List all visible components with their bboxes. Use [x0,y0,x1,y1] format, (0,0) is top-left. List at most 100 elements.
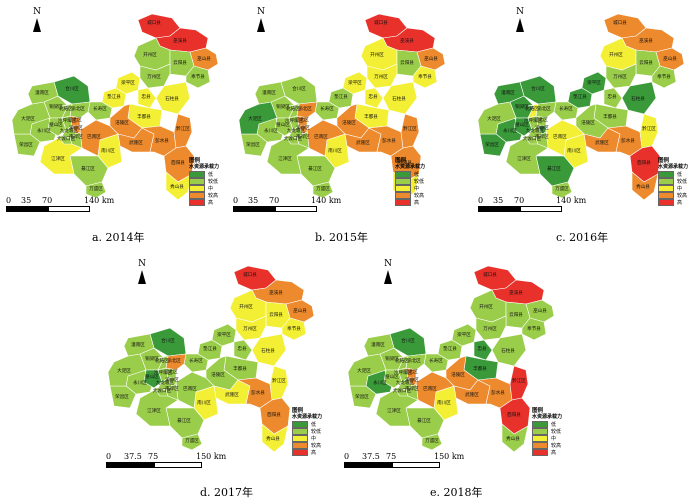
legend-swatch [189,171,205,178]
county-label: 合川区 [531,85,545,92]
legend-swatch [395,171,411,178]
county-label: 石柱县 [392,95,406,102]
county-label: 黔江区 [176,125,190,132]
county-label: 永川区 [264,127,278,134]
legend-swatch [658,199,674,206]
county-label: 丰都县 [364,113,378,120]
county-label: 南岸区 [535,133,549,140]
county-region [57,135,73,145]
legend-swatch [658,178,674,185]
county-label: 渝中区 [535,124,549,131]
county-label: 璧山区 [385,373,399,380]
county-label: 九龙坡区 [287,127,306,134]
county-label: 云阳县 [173,59,187,66]
county-label: 奉节县 [418,73,432,80]
county-region [85,181,107,199]
county-region [535,129,549,149]
county-label: 永川区 [37,127,51,134]
county-label: 奉节县 [287,325,301,332]
legend-swatch [532,421,548,428]
county-label: 梁平区 [457,331,471,338]
scale-bar-graphic [6,206,90,212]
legend-item: 中 [189,185,219,192]
county-label: 南川区 [197,399,211,406]
county-label: 沙坪坝区 [524,117,543,124]
legend-swatch [395,178,411,185]
scale-bar: 0 35 70 140 km [233,196,341,212]
county-label: 奉节县 [527,325,541,332]
county-label: 潼南区 [35,89,49,96]
county-label: 綦江区 [81,165,95,172]
county-label: 酉阳县 [171,159,185,166]
county-label: 巫山县 [293,307,307,314]
county-label: 彭水县 [155,137,169,144]
legend-item: 中 [532,435,562,442]
legend-title: 图例 [658,158,670,164]
county-label: 秀山县 [636,183,650,190]
county-region [513,117,533,137]
legend-swatch [658,171,674,178]
county-label: 北碚区 [155,357,169,364]
county-label: 南川区 [437,399,451,406]
county-region [235,315,267,341]
county-label: 江津区 [517,155,531,162]
county-label: 南川区 [567,147,581,154]
county-label: 忠县 [237,346,247,352]
county-label: 九龙坡区 [526,127,545,134]
county-label: 城口县 [483,271,497,278]
county-label: 綦江区 [547,165,561,172]
county-region [143,369,163,389]
county-region [153,387,169,397]
legend-item: 高 [189,199,219,206]
scale-label: 70 [42,196,53,205]
map-caption: e. 2018年 [430,486,483,499]
legend-label: 较低 [414,178,425,185]
legend-swatch [395,192,411,199]
county-label: 武隆区 [225,391,239,398]
map-legend: 图例 水资源承载力低较低中较高高 [395,158,425,206]
legend-label: 较高 [311,442,322,449]
legend-title: 图例 [532,408,544,414]
scale-label: 0 [6,196,12,205]
county-label: 大足区 [21,115,35,122]
legend-swatch [395,185,411,192]
legend-swatch [532,428,548,435]
county-label: 万州区 [147,74,161,80]
county-label: 大足区 [117,367,131,374]
county-label: 万州区 [243,326,257,332]
county-label: 酉阳县 [507,411,521,418]
county-label: 渝北区 [71,105,85,112]
legend-title: 图例 [292,408,304,414]
county-label: 开州区 [609,52,623,58]
county-label: 云阳县 [269,311,283,318]
county-label: 彭水县 [491,389,505,396]
county-region [415,371,455,409]
county-label: 江津区 [387,407,401,414]
scale-label: 140 km [84,196,115,205]
legend-label: 低 [414,171,420,178]
county-label: 巫溪县 [400,37,414,44]
county-label: 渝中区 [165,376,179,383]
scale-label: 70 [269,196,280,205]
county-label: 万州区 [374,74,388,80]
county-label: 丰都县 [603,113,617,120]
county-label: 江北区 [534,116,548,123]
county-label: 涪陵区 [581,119,595,126]
north-arrow-icon: N [253,8,269,32]
legend-label: 高 [208,199,214,206]
legend-label: 较高 [677,192,688,199]
legend-title: 图例 [395,158,407,164]
county-label: 渝北区 [167,357,181,364]
county-label: 渝中区 [69,124,83,131]
legend-label: 较低 [551,428,562,435]
north-arrow-icon: N [512,8,528,32]
county-label: 永川区 [133,379,147,386]
county-region [27,81,59,105]
legend-label: 低 [208,171,214,178]
county-label: 酉阳县 [398,159,412,166]
county-label: 江北区 [164,368,178,375]
county-label: 巫溪县 [173,37,187,44]
legend-label: 高 [311,449,317,456]
county-region [393,387,409,397]
legend-swatch [189,192,205,199]
